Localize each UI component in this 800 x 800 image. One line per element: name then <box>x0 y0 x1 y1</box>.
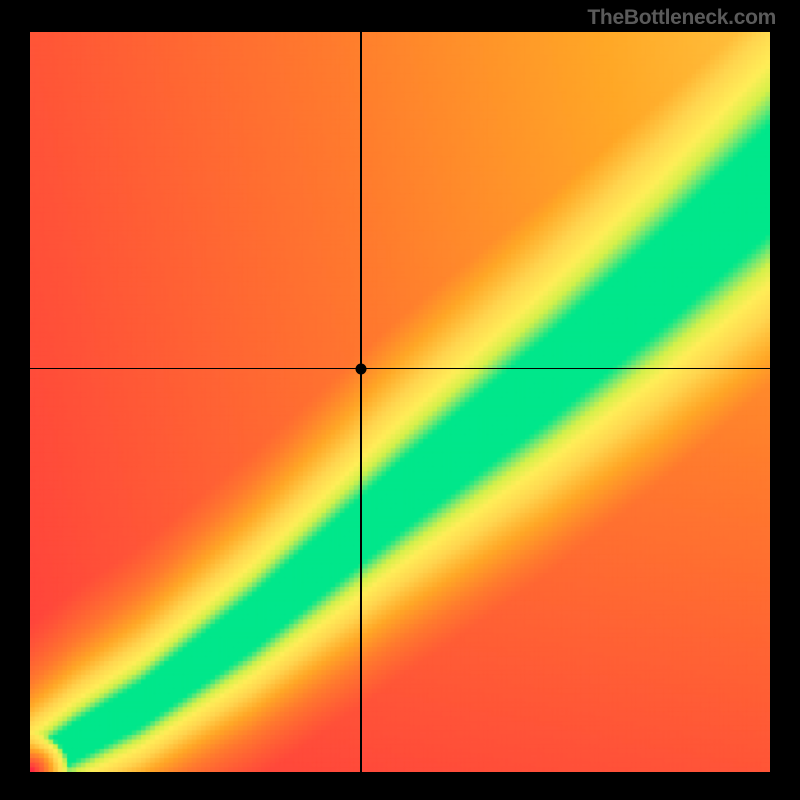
heatmap-plot <box>30 32 770 772</box>
heatmap-canvas <box>30 32 770 772</box>
target-dot <box>355 363 366 374</box>
crosshair-horizontal <box>30 368 770 370</box>
crosshair-vertical <box>360 32 362 772</box>
watermark-text: TheBottleneck.com <box>587 6 776 30</box>
